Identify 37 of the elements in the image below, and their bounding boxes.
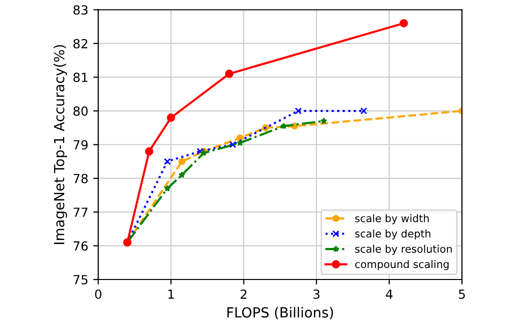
point (178, 172, 186, 178)
x-tick-label: 0 (95, 289, 102, 299)
legend-label: scale by width (355, 214, 429, 224)
y-tick-label: 83 (73, 5, 88, 15)
point (400, 19, 408, 28)
point (360, 107, 368, 114)
point (236, 139, 244, 146)
point (178, 158, 186, 165)
x-tick-label: 5 (458, 290, 465, 299)
x-axis-title: FLOPS (Billions) (227, 306, 333, 320)
y-tick-label: 75 (74, 275, 88, 284)
y-tick-label: 76 (74, 241, 88, 251)
point (236, 134, 244, 142)
point (225, 70, 234, 78)
x-tick-label: 3 (313, 289, 320, 299)
y-tick-label: 79 (74, 140, 88, 150)
legend-label: scale by depth (355, 229, 430, 240)
point (164, 184, 171, 192)
point (280, 122, 288, 130)
point (144, 147, 154, 156)
y-axis-title: ImageNet Top-1 Accuracy(%) (54, 45, 68, 244)
x-tick-label: 1 (168, 290, 174, 299)
point (196, 148, 204, 155)
y-tick-label: 81 (73, 72, 88, 82)
point (229, 141, 236, 148)
point (166, 113, 176, 122)
x-tick-label: 4 (386, 290, 392, 299)
point (164, 158, 171, 165)
y-tick-label: 80 (73, 106, 88, 116)
legend-label: compound scaling (355, 260, 449, 270)
point (294, 107, 302, 114)
x-tick-label: 2 (240, 289, 246, 299)
y-tick-label: 77 (74, 208, 88, 217)
point (320, 118, 328, 124)
y-tick-label: 82 (73, 38, 88, 48)
legend-label: scale by resolution (355, 244, 452, 255)
y-tick-label: 78 (74, 174, 88, 184)
